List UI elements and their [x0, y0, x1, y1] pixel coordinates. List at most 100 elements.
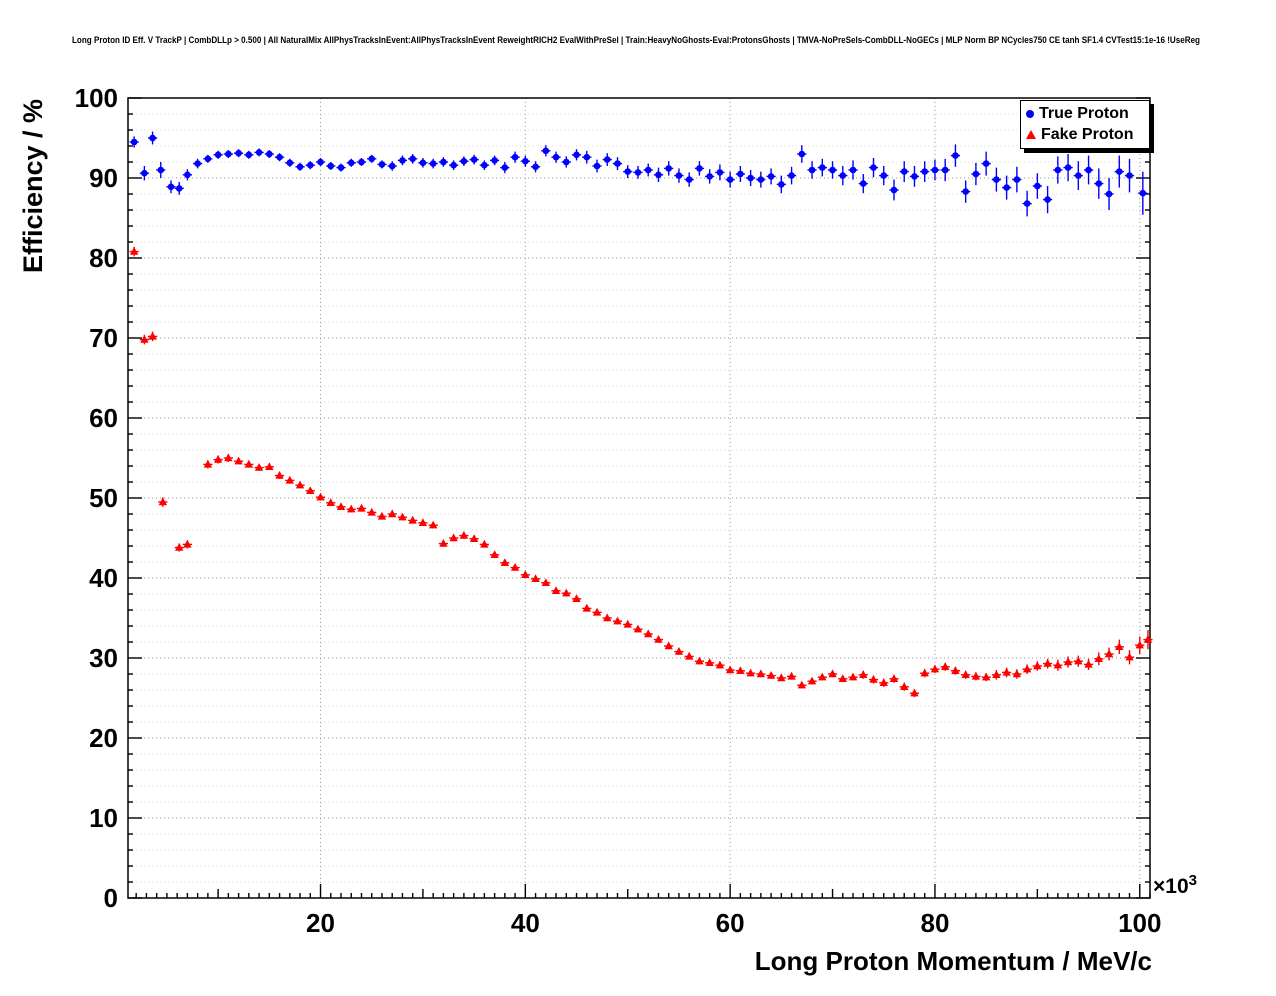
data-point [326, 498, 335, 506]
y-tick-label: 50 [89, 483, 118, 513]
data-point [531, 574, 540, 582]
data-point [450, 161, 457, 169]
data-point [511, 153, 519, 161]
data-point [409, 155, 416, 163]
data-point [849, 166, 857, 174]
data-point [234, 456, 243, 465]
x-tick-label: 80 [920, 908, 949, 938]
data-point [224, 453, 233, 462]
data-point [388, 162, 396, 170]
data-point [428, 520, 438, 529]
series-fake-proton [129, 246, 1153, 698]
data-point [981, 672, 991, 681]
data-point [357, 503, 366, 512]
data-point [1002, 667, 1011, 676]
data-point [715, 660, 725, 669]
data-point [624, 168, 632, 175]
data-point [1054, 166, 1062, 174]
data-point [244, 459, 254, 468]
data-point [255, 149, 263, 156]
data-point [347, 159, 355, 167]
data-point [399, 157, 406, 164]
y-axis-title: Efficiency / % [18, 99, 48, 273]
data-point [644, 166, 652, 174]
data-point [367, 507, 376, 516]
data-point [1034, 182, 1041, 190]
data-point [695, 656, 704, 665]
x-tick-label: 100 [1118, 908, 1161, 938]
data-point [449, 533, 458, 542]
x-tick-label: 20 [306, 908, 335, 938]
data-point [931, 166, 939, 174]
data-point [254, 463, 264, 471]
data-point [541, 578, 551, 586]
x-tick-label: 60 [716, 908, 745, 938]
data-point [859, 670, 868, 678]
data-point [592, 607, 602, 616]
y-tick-label: 60 [89, 403, 118, 433]
data-point [798, 150, 806, 158]
data-point [603, 613, 612, 622]
data-point [522, 157, 529, 165]
data-point [593, 162, 601, 170]
y-tick-label: 0 [104, 883, 118, 913]
data-point [562, 158, 570, 166]
data-point [500, 558, 510, 566]
data-point [266, 150, 273, 158]
data-point [501, 164, 509, 171]
axis-ticks [128, 97, 1151, 899]
grid-lines [128, 98, 1150, 898]
data-point [725, 665, 735, 674]
data-point [869, 675, 878, 683]
data-point [829, 166, 836, 174]
data-point [838, 674, 847, 682]
data-point [788, 172, 795, 179]
data-point [418, 518, 428, 526]
data-point [130, 138, 138, 146]
data-point [347, 504, 356, 513]
data-point [1139, 189, 1147, 197]
axis-tick-labels: 20 40 60 80 100 0 10 20 30 40 50 60 70 80 90 100 [75, 83, 1162, 938]
data-point [839, 172, 847, 179]
data-point [470, 156, 478, 163]
data-point [736, 666, 745, 674]
legend-label-fake-proton: Fake Proton [1041, 125, 1134, 143]
data-point [634, 169, 642, 176]
data-point [962, 188, 969, 195]
data-point [275, 471, 284, 479]
data-point [644, 629, 653, 638]
data-point [819, 164, 826, 171]
data-point [542, 147, 550, 155]
data-point [491, 157, 498, 164]
data-point [726, 176, 734, 183]
data-point [992, 670, 1001, 678]
data-point [490, 550, 499, 558]
data-point [175, 185, 183, 192]
data-point [276, 153, 283, 161]
data-point [952, 152, 959, 159]
data-point [971, 671, 981, 680]
data-point [951, 666, 960, 674]
data-point [889, 674, 899, 682]
data-point [787, 671, 796, 680]
data-point [654, 635, 663, 643]
data-point [532, 163, 539, 171]
data-point [158, 497, 168, 506]
data-point [716, 169, 724, 176]
data-point [286, 159, 294, 167]
data-point [149, 134, 156, 142]
data-point [1075, 172, 1082, 179]
data-point [1084, 659, 1093, 668]
data-point [1085, 166, 1092, 174]
x-axis-exponent-sup: 3 [1189, 872, 1197, 889]
data-point [460, 157, 468, 165]
data-point [1105, 190, 1113, 198]
data-point [848, 672, 858, 681]
data-point [572, 594, 581, 602]
x-axis-exponent: ×103 [1153, 872, 1197, 898]
y-tick-label: 40 [89, 563, 118, 593]
data-point [183, 539, 192, 548]
data-point [808, 166, 816, 174]
data-point [245, 151, 253, 159]
